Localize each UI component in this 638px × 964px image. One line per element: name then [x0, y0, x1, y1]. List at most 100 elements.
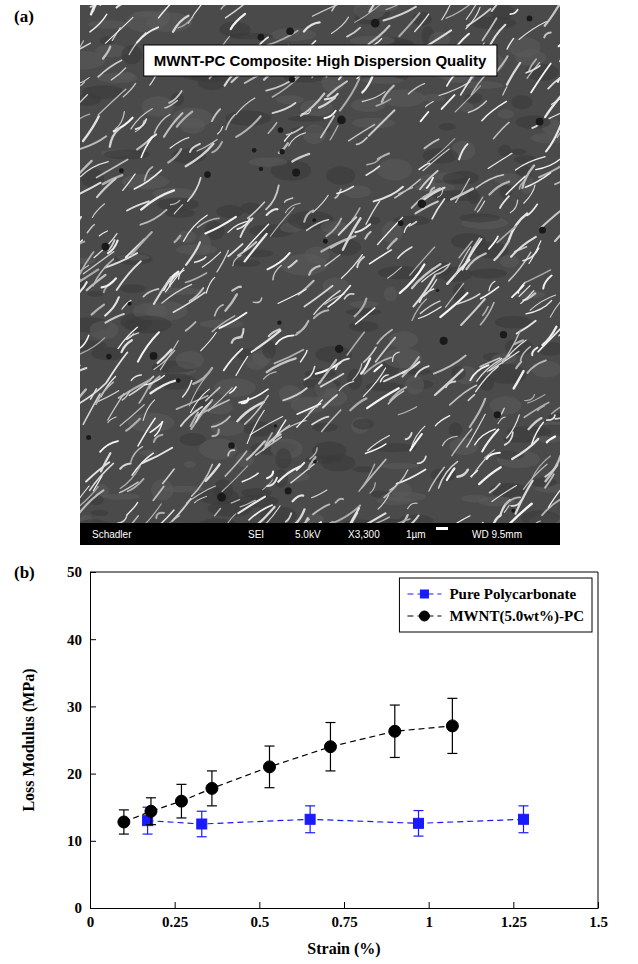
texture-streak	[215, 305, 223, 316]
texture-streak	[80, 282, 87, 296]
texture-streak	[482, 430, 498, 452]
tick-label: 30	[67, 699, 82, 715]
texture-streak	[493, 515, 501, 523]
error-bar-line	[305, 805, 315, 806]
texture-streak	[523, 248, 539, 261]
texture-streak	[253, 298, 261, 303]
texture-streak	[303, 519, 309, 523]
texture-streak	[471, 470, 478, 476]
texture-streak	[225, 294, 236, 310]
texture-streak	[408, 503, 418, 509]
tick-label: 50	[67, 564, 82, 580]
error-bar-line	[325, 770, 335, 771]
texture-streak	[228, 244, 242, 256]
texture-streak	[507, 415, 520, 438]
texture-streak	[442, 95, 455, 109]
texture-streak	[230, 387, 236, 393]
texture-streak	[195, 496, 207, 502]
micrograph-background	[80, 5, 560, 523]
texture-streak	[80, 114, 90, 122]
texture-streak	[304, 367, 314, 380]
texture-streak	[102, 278, 116, 287]
texture-pore	[86, 435, 91, 440]
texture-streak	[446, 382, 455, 388]
texture-streak	[188, 5, 209, 23]
texture-streak	[197, 139, 217, 150]
texture-pore	[312, 218, 316, 222]
texture-streak	[557, 522, 560, 523]
texture-streak	[189, 376, 206, 406]
texture-streak	[105, 17, 133, 43]
texture-pore	[106, 354, 112, 360]
data-point	[197, 819, 207, 829]
texture-streak	[108, 394, 124, 420]
data-point	[414, 818, 424, 828]
texture-streak	[366, 166, 379, 175]
texture-streak	[80, 240, 82, 271]
texture-streak	[158, 350, 172, 363]
texture-streak	[380, 375, 388, 382]
texture-streak	[386, 5, 415, 10]
panel-label: (b)	[14, 563, 35, 582]
texture-streak	[222, 466, 248, 492]
error-bar-line	[146, 797, 156, 798]
scale-bar	[436, 527, 448, 530]
texture-streak	[408, 84, 424, 94]
texture-streak	[232, 337, 242, 342]
texture-patch	[511, 95, 532, 109]
texture-streak	[205, 217, 236, 234]
texture-streak	[399, 13, 419, 36]
texture-patch	[275, 448, 291, 469]
texture-patch	[343, 185, 371, 198]
texture-pore	[313, 460, 317, 464]
texture-streak	[471, 73, 487, 94]
texture-streak	[138, 332, 159, 361]
texture-streak	[80, 162, 108, 177]
texture-patch	[459, 102, 473, 112]
texture-streak	[169, 91, 182, 103]
texture-streak	[475, 197, 483, 210]
texture-streak	[155, 422, 163, 436]
error-bar-line	[447, 753, 457, 754]
texture-streak	[163, 469, 174, 483]
texture-streak	[459, 144, 467, 159]
texture-streak	[355, 308, 374, 324]
texture-pore	[176, 378, 181, 383]
error-bar	[325, 723, 335, 771]
texture-streak	[247, 441, 265, 459]
texture-streak	[267, 471, 273, 478]
texture-streak	[479, 467, 501, 484]
texture-streak	[528, 521, 541, 523]
tick-mark	[259, 902, 260, 908]
texture-streak	[559, 25, 560, 46]
texture-streak	[224, 349, 242, 370]
texture-streak	[482, 18, 496, 40]
texture-streak	[396, 516, 419, 523]
texture-patch	[87, 291, 103, 297]
texture-pore	[279, 149, 284, 154]
texture-streak	[423, 188, 444, 200]
texture-streak	[184, 215, 208, 241]
texture-streak	[131, 232, 151, 255]
texture-streak	[240, 500, 255, 507]
tick-mark	[90, 572, 96, 573]
texture-streak	[490, 484, 500, 493]
y-axis: 01020304050	[67, 564, 96, 916]
texture-streak	[170, 138, 189, 149]
texture-streak	[248, 202, 265, 218]
texture-streak	[518, 282, 525, 293]
texture-streak	[369, 110, 395, 135]
texture-pore	[286, 27, 294, 35]
texture-streak	[272, 76, 299, 96]
legend-marker	[420, 590, 428, 598]
texture-streak	[225, 451, 246, 476]
texture-streak	[217, 250, 228, 272]
texture-streak	[309, 266, 319, 275]
texture-streak	[496, 56, 507, 72]
texture-streak	[185, 273, 206, 282]
texture-streak	[80, 252, 94, 281]
x-axis-line	[91, 908, 599, 909]
texture-patch	[382, 221, 403, 243]
tick: 1	[425, 902, 433, 930]
texture-streak	[526, 300, 552, 313]
